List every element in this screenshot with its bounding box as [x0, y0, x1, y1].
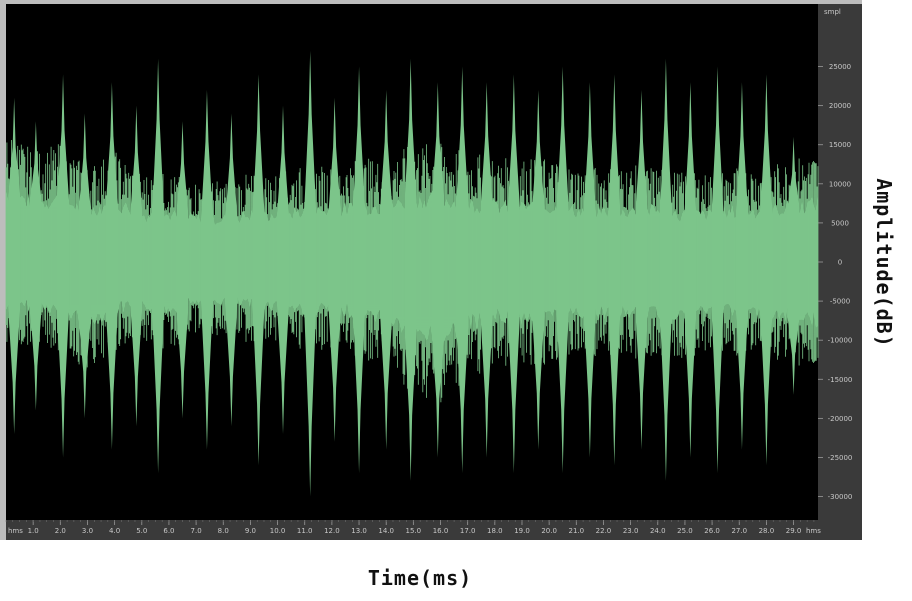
y-tick-label: -25000: [828, 454, 853, 462]
waveform-peak: [152, 58, 165, 474]
waveform-peak: [711, 66, 724, 474]
waveform-peak: [735, 82, 748, 450]
x-tick-label: 4.0: [109, 527, 120, 535]
x-tick-label: 25.0: [677, 527, 693, 535]
y-tick-label: 20000: [829, 102, 851, 110]
waveform-peak: [130, 105, 143, 427]
waveform-peak: [404, 58, 417, 481]
x-tick-label: 12.0: [324, 527, 340, 535]
waveform-peak: [787, 136, 800, 395]
waveform-plot: 1.0 2.0 3.0 4.0 5.0 6.0 7.0 8.0 9.0 10.0 11.0 12.0 1…: [0, 0, 862, 540]
x-tick-label: 11.0: [297, 527, 313, 535]
waveform-series: [5, 50, 819, 497]
waveform-peak: [556, 66, 569, 474]
x-tick-label: 23.0: [623, 527, 639, 535]
waveform-peak: [29, 121, 42, 411]
waveform-peak: [328, 97, 341, 442]
x-tick-label: 16.0: [433, 527, 449, 535]
x-axis-label: Time(ms): [367, 566, 473, 590]
waveform-peak: [304, 50, 317, 497]
y-unit: smpl: [824, 8, 841, 16]
x-tick-label: 7.0: [191, 527, 202, 535]
waveform-peak: [277, 105, 290, 434]
waveform-peak: [105, 82, 118, 450]
x-tick-label: 17.0: [460, 527, 476, 535]
x-axis-panel: [6, 520, 862, 540]
waveform-peak: [480, 82, 493, 458]
x-tick-label: 18.0: [487, 527, 503, 535]
waveform-peak: [635, 90, 648, 450]
waveform-peak: [176, 121, 189, 419]
x-tick-label: 27.0: [731, 527, 747, 535]
waveform-peak: [507, 74, 520, 474]
x-tick-label: 29.0: [786, 527, 802, 535]
x-tick-label: 26.0: [704, 527, 720, 535]
waveform-peak: [532, 90, 545, 450]
y-tick-label: 15000: [829, 141, 851, 149]
y-tick-label: -20000: [828, 415, 853, 423]
x-tick-label: 20.0: [541, 527, 557, 535]
x-tick-label: 8.0: [218, 527, 229, 535]
y-tick-label: 5000: [831, 219, 849, 227]
x-tick-label: 10.0: [270, 527, 286, 535]
waveform-peak: [57, 74, 70, 458]
waveform-peak: [252, 74, 265, 466]
x-tick-label: 6.0: [163, 527, 174, 535]
y-axis-label: Amplitude(dB): [872, 178, 896, 348]
y-axis-panel: [818, 4, 862, 520]
waveform-plot-svg: 1.0 2.0 3.0 4.0 5.0 6.0 7.0 8.0 9.0 10.0 11.0 12.0 1…: [0, 0, 862, 540]
x-tick-label: 19.0: [514, 527, 530, 535]
x-axis-ticks: 1.0 2.0 3.0 4.0 5.0 6.0 7.0 8.0 9.0 10.0 11.0 12.0 1…: [5, 520, 815, 535]
waveform-peak: [760, 74, 773, 466]
y-tick-label: -5000: [830, 298, 850, 306]
x-tick-label: 2.0: [55, 527, 66, 535]
waveform-peak: [380, 90, 393, 450]
waveform-peak: [353, 66, 366, 474]
x-unit-left: hms: [8, 527, 23, 535]
waveform-peak: [608, 74, 621, 466]
x-tick-label: 1.0: [28, 527, 39, 535]
y-tick-label: -30000: [828, 493, 853, 501]
y-tick-label: 10000: [829, 180, 851, 188]
y-tick-label: -10000: [828, 337, 853, 345]
x-tick-label: 22.0: [596, 527, 612, 535]
x-tick-label: 9.0: [245, 527, 256, 535]
x-tick-label: 21.0: [569, 527, 585, 535]
waveform-peak: [583, 82, 596, 458]
x-tick-label: 14.0: [378, 527, 394, 535]
x-unit-right: hms: [806, 527, 821, 535]
waveform-peak: [659, 58, 672, 481]
y-tick-label: 0: [838, 259, 842, 267]
waveform-peak: [8, 97, 21, 435]
y-tick-label: -15000: [828, 376, 853, 384]
x-tick-label: 28.0: [759, 527, 775, 535]
x-tick-label: 15.0: [406, 527, 422, 535]
x-tick-label: 13.0: [351, 527, 367, 535]
x-tick-label: 5.0: [136, 527, 147, 535]
waveform-peak: [456, 66, 469, 474]
waveform-peak: [78, 113, 91, 419]
y-tick-label: 25000: [829, 63, 851, 71]
waveform-peak: [431, 82, 444, 458]
waveform-peak: [684, 82, 697, 458]
waveform-peak: [225, 113, 238, 427]
x-tick-label: 3.0: [82, 527, 93, 535]
x-tick-label: 24.0: [650, 527, 666, 535]
waveform-peak: [200, 90, 213, 450]
y-axis-ticks: 25000 20000 15000 10000 5000 0 -5000 -10000 -150…: [818, 63, 852, 501]
